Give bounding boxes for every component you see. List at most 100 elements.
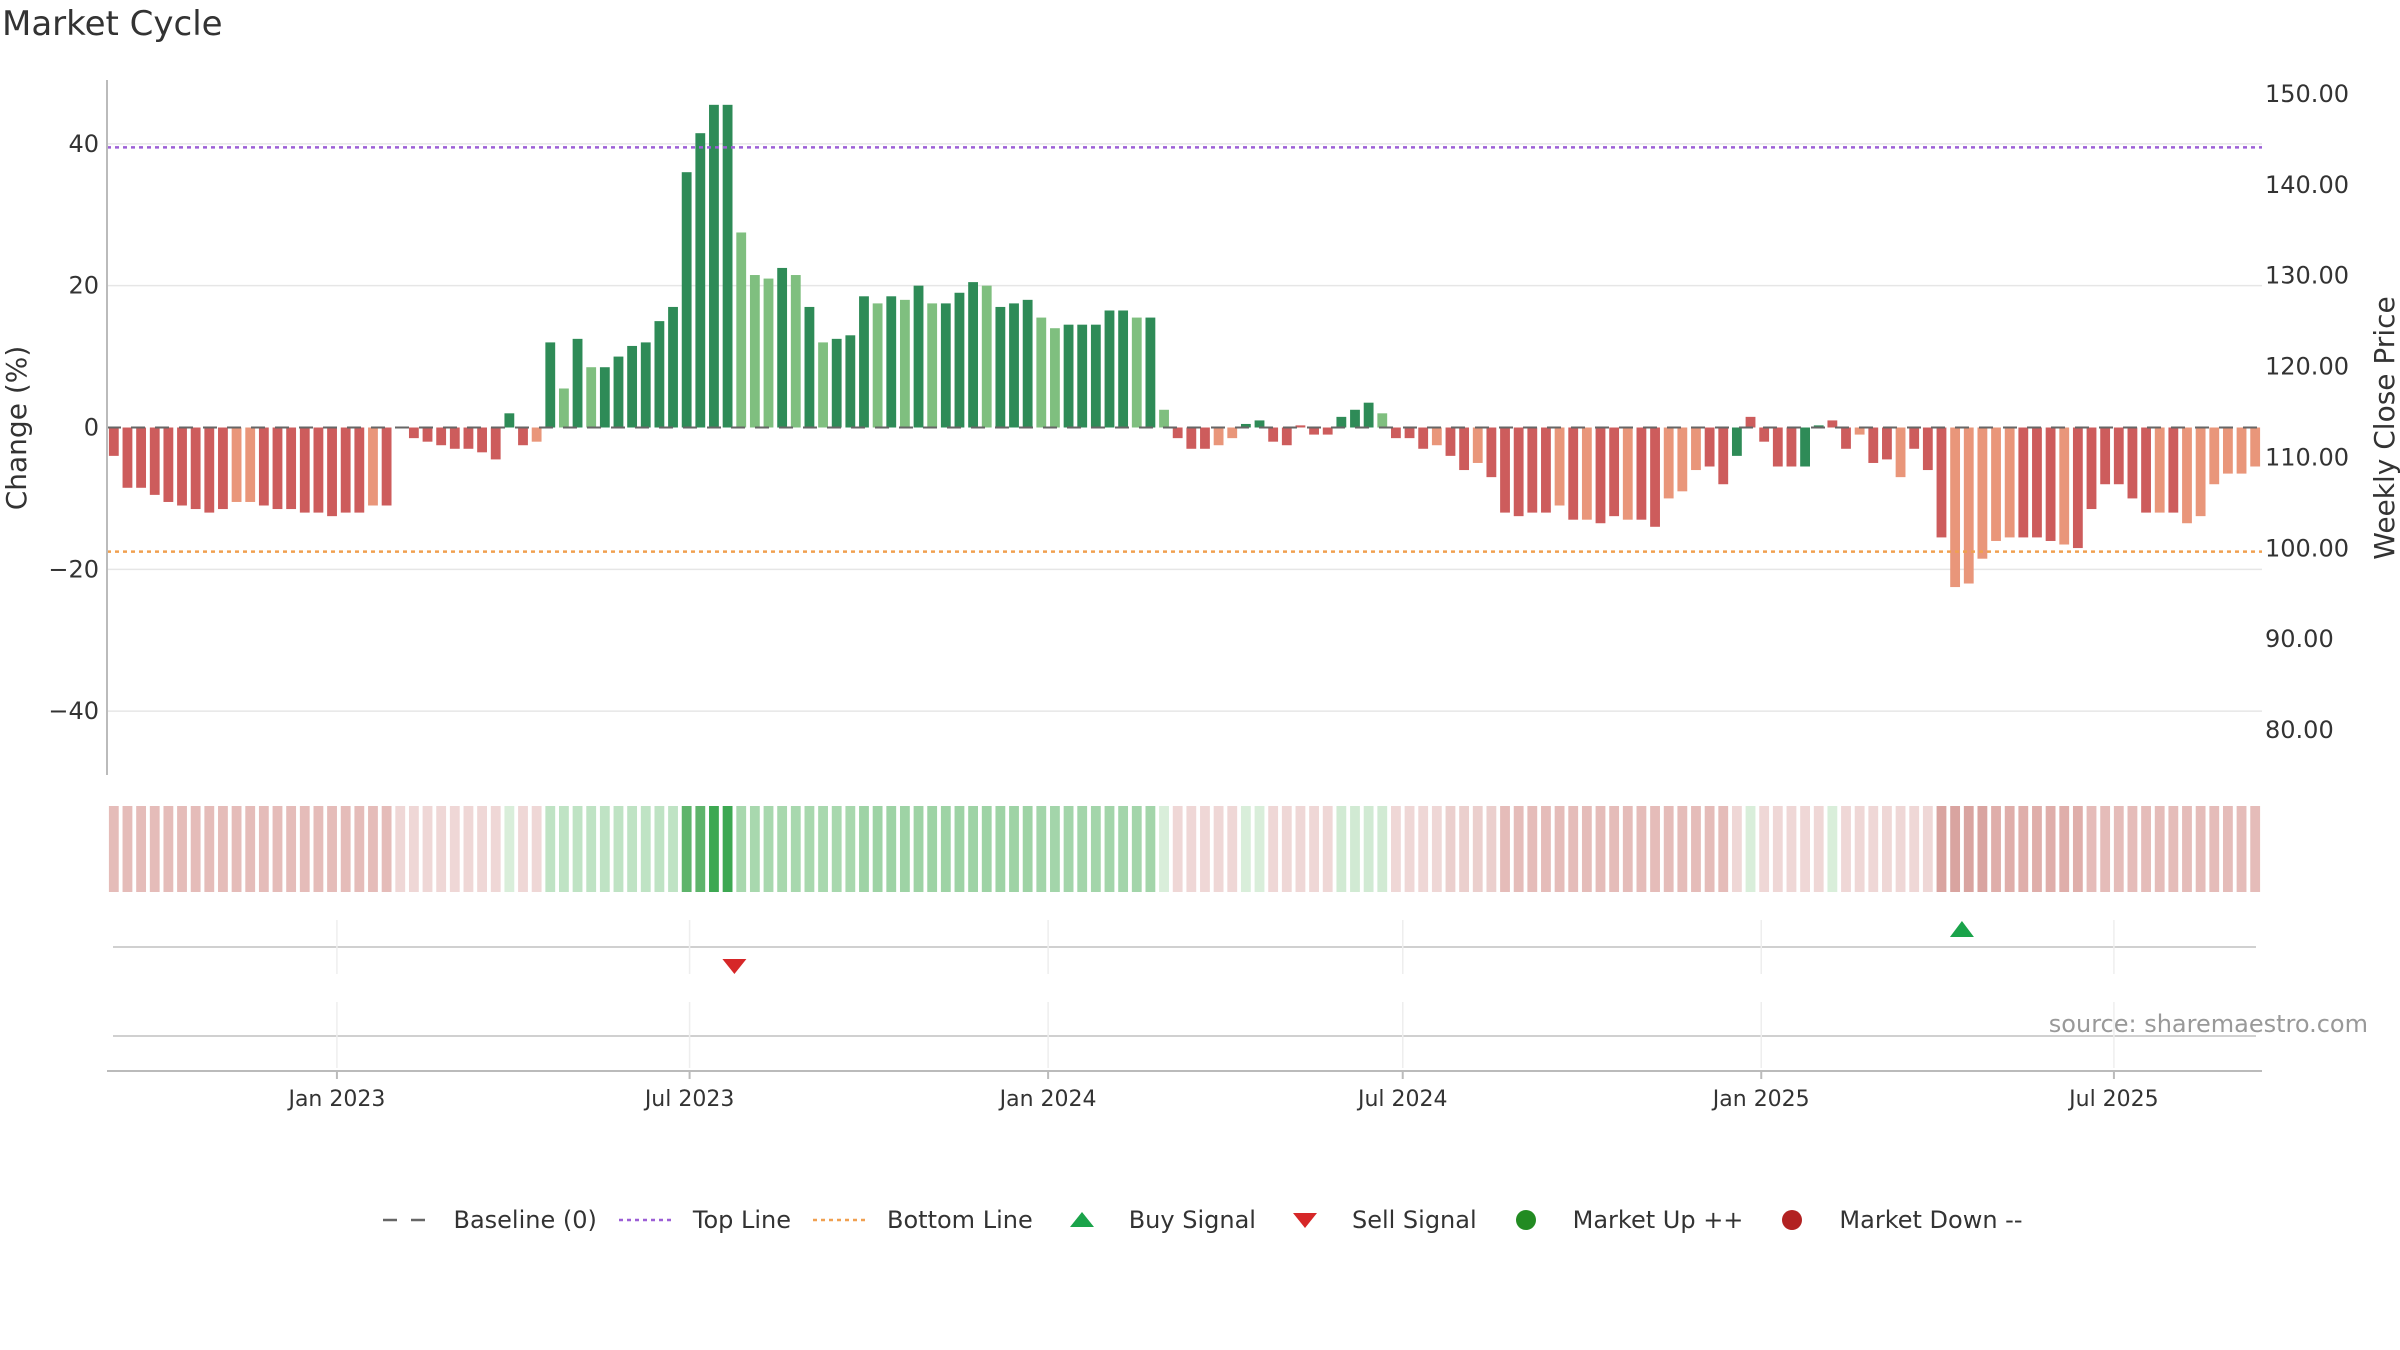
cycle-strip-cell: [1650, 806, 1660, 892]
change-bar: [518, 427, 528, 446]
change-bar: [613, 356, 624, 428]
change-bar: [668, 306, 678, 428]
change-bar: [1295, 425, 1306, 428]
change-bar: [2250, 427, 2261, 467]
change-bar: [1513, 427, 1524, 517]
signal-panel: [113, 920, 2256, 1068]
change-bar: [477, 427, 487, 453]
sell-signal-icon: [1276, 1205, 1338, 1235]
change-bar: [1841, 427, 1851, 449]
change-bar: [968, 282, 979, 428]
cycle-strip-cell: [1022, 806, 1033, 892]
cycle-strip-cell: [681, 806, 692, 892]
cycle-strip-cell: [749, 806, 760, 892]
change-bar: [490, 427, 501, 460]
right-tick-label: 110.00: [2265, 443, 2349, 471]
change-bar: [913, 285, 924, 428]
cycle-strip-cell: [1336, 806, 1347, 892]
legend-item: Bottom Line: [811, 1205, 1033, 1235]
x-tick-label: Jul 2023: [643, 1087, 735, 1112]
cycle-strip-cell: [1090, 806, 1101, 892]
cycle-strip-cell: [1295, 806, 1306, 892]
cycle-strip-cell: [668, 806, 678, 892]
change-bar: [763, 278, 774, 428]
cycle-strip-cell: [1772, 806, 1783, 892]
cycle-strip: [108, 806, 2261, 892]
change-bar: [886, 296, 897, 428]
change-bar: [2209, 427, 2220, 485]
cycle-strip-cell: [1868, 806, 1879, 892]
cycle-strip-cell: [1704, 806, 1715, 892]
change-bar: [709, 104, 719, 428]
x-tick-label: Jan 2023: [286, 1087, 385, 1112]
change-bar: [408, 427, 419, 439]
cycle-strip-cell: [1050, 806, 1060, 892]
cycle-strip-cell: [2045, 806, 2056, 892]
market-down-icon: [1763, 1205, 1825, 1235]
change-bar: [736, 232, 747, 428]
change-bar: [1745, 416, 1756, 428]
left-tick-label: 40: [68, 130, 99, 158]
cycle-strip-cell: [1145, 806, 1156, 892]
cycle-strip-cell: [1636, 806, 1647, 892]
chart-legend: Baseline (0) Top Line Bottom Line Buy Signa…: [0, 1200, 2400, 1240]
legend-item: Market Up ++: [1497, 1205, 1743, 1235]
cycle-strip-cell: [1200, 806, 1210, 892]
change-bar: [1486, 427, 1497, 478]
change-bar: [2195, 427, 2206, 517]
change-bar: [981, 285, 992, 428]
change-bar: [2045, 427, 2056, 541]
bottom-line-legend-swatch: [811, 1205, 873, 1235]
change-bar: [1786, 427, 1797, 467]
change-bar: [381, 427, 392, 506]
cycle-strip-cell: [436, 806, 447, 892]
change-bar: [231, 427, 242, 502]
change-bar: [2168, 427, 2179, 513]
change-bar: [1145, 317, 1156, 428]
change-bar: [1227, 427, 1238, 439]
cycle-strip-cell: [395, 806, 406, 892]
reference-lines: [107, 146, 2262, 553]
change-bar: [1650, 427, 1660, 527]
cycle-strip-cell: [981, 806, 992, 892]
change-bar: [122, 427, 133, 488]
cycle-strip-cell: [804, 806, 815, 892]
sell-signal-marker: [722, 959, 747, 974]
change-bar: [1854, 427, 1865, 435]
cycle-strip-cell: [899, 806, 910, 892]
cycle-strip-cell: [1936, 806, 1947, 892]
right-tick-label: 90.00: [2265, 625, 2334, 653]
cycle-strip-cell: [463, 806, 474, 892]
legend-label: Market Down --: [1839, 1206, 2023, 1234]
cycle-strip-cell: [1527, 806, 1538, 892]
cycle-strip-cell: [490, 806, 501, 892]
change-bar: [327, 427, 337, 517]
right-tick-label: 100.00: [2265, 534, 2349, 562]
change-bar: [1800, 427, 1810, 467]
change-bar: [722, 104, 733, 428]
cycle-strip-cell: [2004, 806, 2015, 892]
change-bar: [1677, 427, 1688, 492]
cycle-strip-cell: [1554, 806, 1565, 892]
cycle-strip-cell: [1009, 806, 1019, 892]
cycle-strip-cell: [1991, 806, 2001, 892]
change-bar: [504, 413, 515, 428]
cycle-strip-cell: [913, 806, 924, 892]
cycle-strip-cell: [1309, 806, 1319, 892]
legend-label: Buy Signal: [1128, 1206, 1256, 1234]
change-bar: [1186, 427, 1197, 449]
change-bar: [1500, 427, 1510, 513]
change-bar: [954, 292, 965, 428]
change-bar: [1200, 427, 1210, 449]
cycle-strip-cell: [1595, 806, 1606, 892]
change-bar: [2100, 427, 2111, 485]
cycle-strip-cell: [818, 806, 828, 892]
cycle-strip-cell: [627, 806, 638, 892]
change-bar: [1309, 427, 1319, 435]
cycle-strip-cell: [613, 806, 624, 892]
cycle-strip-cell: [177, 806, 187, 892]
cycle-strip-cell: [1813, 806, 1824, 892]
change-bar: [1104, 310, 1115, 428]
cycle-strip-cell: [1472, 806, 1483, 892]
cycle-strip-cell: [2222, 806, 2233, 892]
